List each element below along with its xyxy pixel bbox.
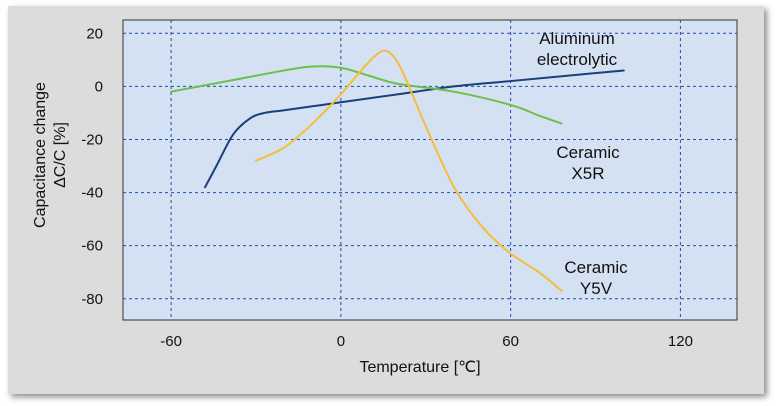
y-tick-label: 20 — [86, 25, 103, 42]
series-label-ceramic-x5r: X5R — [571, 164, 604, 183]
x-tick-label: 0 — [337, 333, 345, 350]
y-tick-label: -60 — [81, 238, 103, 255]
series-line-ceramic-y5v — [254, 49, 563, 292]
series-lines — [170, 49, 625, 292]
x-tick-labels: -60 0 60 120 — [160, 333, 693, 350]
series-label-aluminum-electrolytic: electrolytic — [537, 50, 618, 69]
y-tick-label: -20 — [81, 131, 103, 148]
x-tick-label: 60 — [502, 333, 519, 350]
plot-area — [122, 19, 738, 321]
x-tick-label: -60 — [160, 333, 182, 350]
x-gridlines — [170, 20, 681, 320]
series-labels: Aluminum electrolytic Ceramic X5R Ceramic Y5V — [537, 29, 628, 298]
y-axis-title-line1: Capacitance change — [32, 82, 49, 228]
series-label-ceramic-y5v: Ceramic — [564, 258, 628, 277]
x-axis-title: Temperature [℃] — [359, 359, 480, 376]
x-tick-label: 120 — [668, 333, 693, 350]
series-label-aluminum-electrolytic: Aluminum — [539, 29, 615, 48]
y-tick-label: 0 — [95, 78, 103, 95]
series-line-aluminum-electrolytic — [204, 69, 625, 189]
series-label-ceramic-y5v: Y5V — [580, 279, 613, 298]
y-axis-title-line2: ΔC/C [%] — [52, 122, 69, 188]
y-tick-labels: 20 0 -20 -40 -60 -80 — [81, 25, 103, 307]
series-line-ceramic-x5r — [170, 65, 563, 125]
y-gridlines — [123, 32, 737, 300]
y-tick-label: -80 — [81, 291, 103, 308]
y-tick-label: -40 — [81, 185, 103, 202]
series-label-ceramic-x5r: Ceramic — [556, 143, 620, 162]
